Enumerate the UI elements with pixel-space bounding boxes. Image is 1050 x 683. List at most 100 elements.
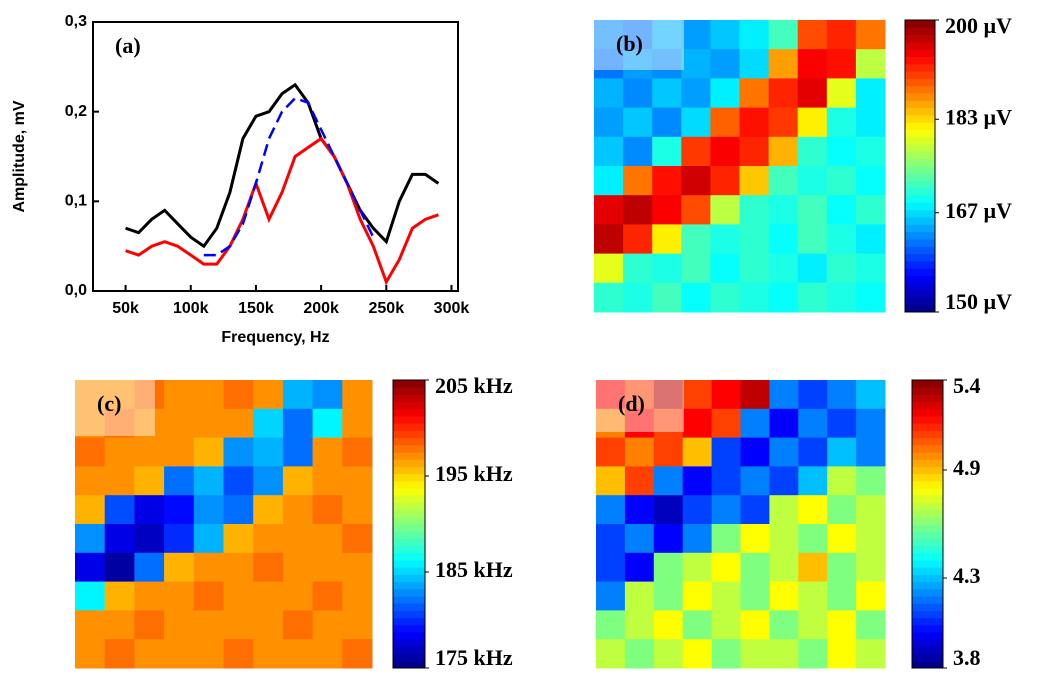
colorbar-step — [905, 246, 935, 255]
heatmap-cell — [623, 253, 653, 284]
colorbar-step — [905, 290, 935, 298]
colorbar-step — [393, 452, 425, 460]
panel-label: (a) — [115, 33, 141, 58]
heatmap-cell — [624, 466, 655, 496]
heatmap-cell — [282, 408, 314, 439]
heatmap-cell — [682, 552, 713, 583]
heatmap-cell — [75, 466, 106, 496]
colorbar-step — [905, 209, 935, 218]
heatmap-cell — [75, 524, 106, 554]
heatmap-cell — [827, 495, 857, 525]
heatmap-cell — [282, 524, 314, 554]
y-tick-label: 0,0 — [65, 282, 87, 299]
heatmap-cell — [342, 524, 373, 554]
heatmap-cell — [193, 524, 224, 554]
heatmap-cell — [856, 581, 886, 611]
heatmap-cell — [827, 524, 857, 554]
colorbar-step — [912, 552, 943, 561]
heatmap-cell — [594, 136, 624, 167]
heatmap-cell — [342, 552, 373, 583]
colorbar-step — [912, 632, 943, 640]
heatmap-cell — [856, 495, 886, 525]
highlight-corner — [594, 20, 684, 70]
heatmap-cell — [596, 408, 626, 439]
heatmap-cell — [104, 610, 135, 640]
colorbar-step — [393, 473, 425, 482]
heatmap-cell — [739, 282, 770, 313]
heatmap-cell — [653, 466, 684, 496]
colorbar-tick-label: 185 kHz — [435, 557, 513, 582]
heatmap-cell — [312, 552, 343, 583]
y-tick-label: 0,2 — [65, 103, 87, 120]
heatmap-cell — [596, 380, 626, 410]
heatmap-cell — [653, 437, 684, 467]
heatmap-cell — [75, 639, 106, 669]
heatmap-cell — [739, 195, 770, 225]
colorbar-step — [912, 473, 943, 482]
heatmap-cell — [164, 639, 195, 669]
x-tick-label: 200k — [303, 300, 339, 317]
heatmap-cell — [798, 437, 828, 467]
colorbar-step — [393, 401, 425, 410]
colorbar-step — [393, 588, 425, 597]
heatmap-cell — [104, 495, 135, 525]
heatmap-cell — [711, 639, 741, 669]
heatmap-cell — [682, 495, 713, 525]
colorbar-step — [905, 93, 935, 101]
heatmap-cell — [826, 282, 857, 313]
colorbar-step — [905, 78, 935, 87]
colorbar-step — [905, 195, 935, 203]
heatmap-cell — [739, 20, 770, 50]
heatmap-cell — [682, 466, 713, 496]
heatmap-cell — [740, 437, 770, 467]
heatmap-cell — [739, 166, 770, 196]
heatmap-cell — [653, 581, 684, 611]
x-tick-label: 250k — [369, 300, 405, 317]
heatmap-cell — [652, 224, 682, 255]
heatmap-cell — [652, 20, 682, 50]
colorbar-step — [393, 423, 425, 431]
colorbar-step — [905, 49, 935, 57]
heatmap-cell — [623, 49, 653, 79]
heatmap-cell — [253, 437, 284, 467]
colorbar-step — [393, 552, 425, 561]
colorbar-step — [905, 304, 935, 313]
colorbar-step — [393, 660, 425, 669]
colorbar-tick-label: 4.3 — [953, 563, 981, 588]
heatmap-cell — [798, 408, 828, 439]
heatmap-cell — [769, 466, 799, 496]
heatmap-cell — [164, 495, 195, 525]
heatmap-cell — [653, 524, 684, 554]
heatmap-cell — [623, 166, 653, 196]
highlight-corner — [75, 380, 155, 436]
heatmap-cell — [193, 466, 224, 496]
heatmap-cell — [827, 466, 857, 496]
heatmap-cell — [797, 166, 828, 196]
heatmap-cell — [652, 107, 682, 138]
heatmap-cell — [798, 466, 828, 496]
colorbar-tick-label: 3.8 — [953, 645, 981, 670]
heatmap-cell — [681, 107, 711, 138]
heatmap-cell — [768, 253, 799, 284]
heatmap-cell — [134, 639, 165, 669]
colorbar-step — [912, 401, 943, 410]
heatmap-cell — [342, 610, 373, 640]
heatmap-cell — [682, 581, 713, 611]
heatmap-cell — [681, 20, 711, 50]
heatmap-cell — [711, 581, 741, 611]
colorbar-step — [912, 516, 943, 525]
heatmap-cell — [134, 466, 165, 496]
colorbar-tick-label: 200 µV — [945, 13, 1012, 38]
colorbar-step — [905, 173, 935, 182]
heatmap-cell — [594, 224, 624, 255]
heatmap-cell — [253, 495, 284, 525]
colorbar-step — [393, 387, 425, 395]
heatmap-cell — [797, 78, 828, 109]
colorbar-step — [905, 107, 935, 116]
heatmap-cell — [75, 610, 106, 640]
heatmap-cell — [104, 552, 135, 583]
colorbar-step — [905, 180, 935, 189]
colorbar-step — [393, 524, 425, 532]
heatmap-cell — [740, 495, 770, 525]
heatmap-cell — [710, 224, 740, 255]
